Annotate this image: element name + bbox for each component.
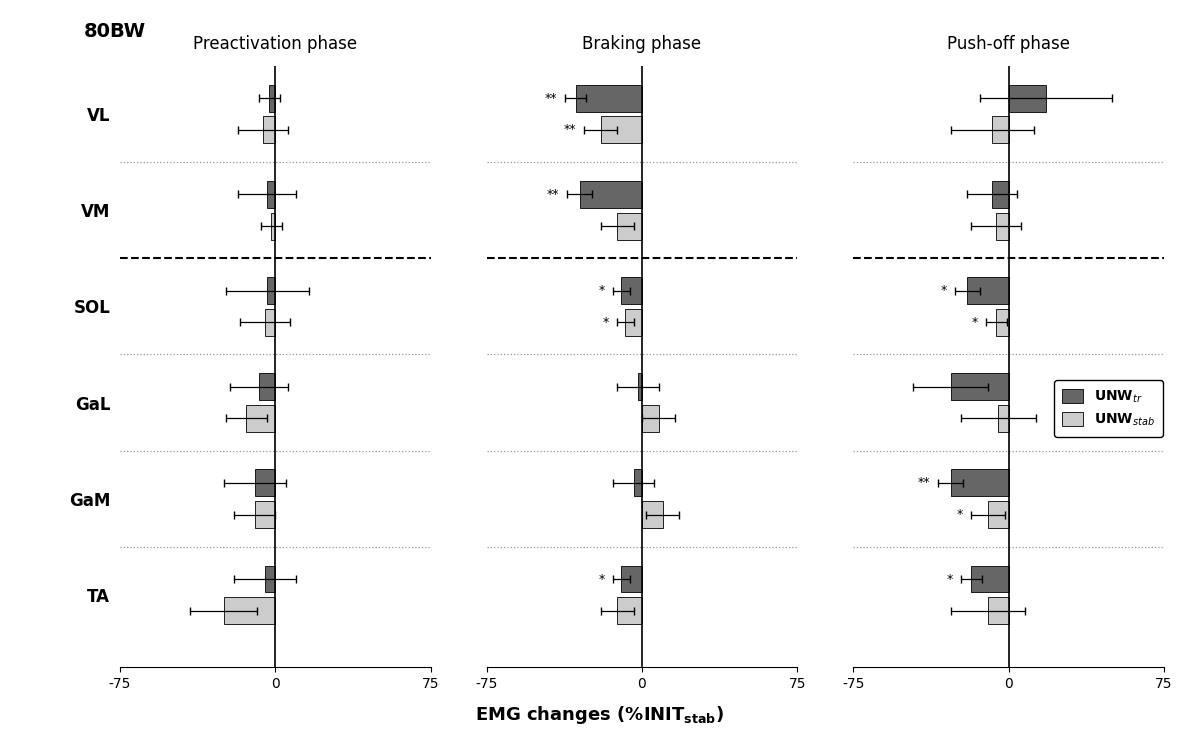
Bar <box>265 566 275 592</box>
Bar <box>971 566 1009 592</box>
Bar <box>967 277 1009 304</box>
Bar <box>622 277 642 304</box>
Bar <box>1009 85 1046 111</box>
Legend: UNW$_{tr}$, UNW$_{stab}$: UNW$_{tr}$, UNW$_{stab}$ <box>1054 380 1163 437</box>
Bar <box>617 597 642 625</box>
Text: EMG changes (%INIT$_{\mathbf{stab}}$): EMG changes (%INIT$_{\mathbf{stab}}$) <box>475 704 725 726</box>
Bar <box>950 373 1009 400</box>
Text: 80BW: 80BW <box>84 22 146 41</box>
Bar <box>622 566 642 592</box>
Text: **: ** <box>547 188 559 201</box>
Bar <box>996 309 1009 336</box>
Bar <box>950 469 1009 496</box>
Bar <box>988 597 1009 625</box>
Bar <box>246 405 275 432</box>
Text: *: * <box>971 316 978 329</box>
Bar <box>992 181 1009 208</box>
Bar <box>642 405 659 432</box>
Bar <box>625 309 642 336</box>
Bar <box>268 277 275 304</box>
Text: *: * <box>602 316 608 329</box>
Text: *: * <box>956 508 964 521</box>
Bar <box>642 501 662 528</box>
Bar <box>269 85 275 111</box>
Bar <box>988 501 1009 528</box>
Bar <box>996 213 1009 240</box>
Bar <box>998 405 1009 432</box>
Bar <box>263 117 275 144</box>
Bar <box>271 213 275 240</box>
Bar <box>617 213 642 240</box>
Text: *: * <box>599 572 605 586</box>
Text: *: * <box>947 572 953 586</box>
Text: *: * <box>599 284 605 297</box>
Title: Braking phase: Braking phase <box>582 35 702 54</box>
Bar <box>254 469 275 496</box>
Bar <box>992 117 1009 144</box>
Text: *: * <box>941 284 947 297</box>
Bar <box>638 373 642 400</box>
Title: Preactivation phase: Preactivation phase <box>193 35 358 54</box>
Bar <box>254 501 275 528</box>
Bar <box>634 469 642 496</box>
Text: **: ** <box>918 476 930 490</box>
Title: Push-off phase: Push-off phase <box>947 35 1070 54</box>
Text: **: ** <box>563 123 576 136</box>
Text: **: ** <box>545 92 557 105</box>
Bar <box>268 181 275 208</box>
Bar <box>265 309 275 336</box>
Bar <box>576 85 642 111</box>
Bar <box>259 373 275 400</box>
Bar <box>223 597 275 625</box>
Bar <box>580 181 642 208</box>
Bar <box>600 117 642 144</box>
